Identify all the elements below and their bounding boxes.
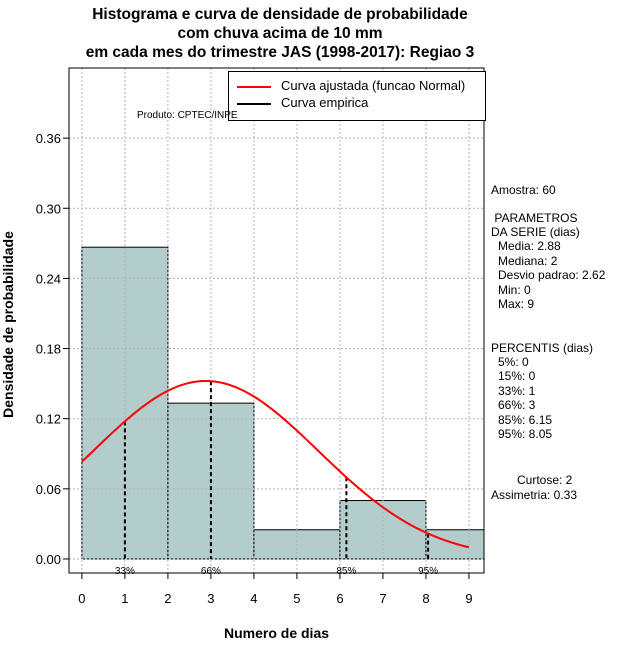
plot-frame	[68, 67, 485, 574]
stat-p5: 5%: 0	[498, 355, 529, 369]
x-tick-label-8: 8	[422, 591, 429, 606]
params-title-1: PARAMETROS	[491, 211, 578, 225]
x-tick-label-4: 4	[250, 591, 257, 606]
legend: Curva ajustada (funcao Normal) Curva emp…	[228, 71, 486, 121]
legend-fitted-label: Curva ajustada (funcao Normal)	[281, 78, 466, 93]
stat-p85: 85%: 6.15	[498, 413, 553, 427]
x-tick-label-1: 1	[121, 591, 128, 606]
x-tick-label-3: 3	[207, 591, 214, 606]
stat-p15: 15%: 0	[498, 369, 536, 383]
stat-sd: Desvio padrao: 2.62	[498, 268, 606, 282]
x-axis-title: Numero de dias	[224, 625, 329, 641]
stat-p95: 95%: 8.05	[498, 427, 553, 441]
percentis-title: PERCENTIS (dias)	[491, 341, 594, 355]
y-axis-title: Densidade de probabilidade	[0, 231, 16, 418]
stat-skewness: Assimetria: 0.33	[491, 488, 578, 502]
x-tick-label-6: 6	[336, 591, 343, 606]
sample-size: Amostra: 60	[491, 183, 556, 197]
chart-title-line-2: com chuva acima de 10 mm	[177, 25, 383, 42]
x-tick-label-0: 0	[78, 591, 85, 606]
chart-title-line-1: Histograma e curva de densidade de proba…	[92, 6, 468, 23]
stat-max: Max: 9	[498, 297, 535, 311]
stat-mean: Media: 2.88	[498, 239, 561, 253]
y-tick-label-6: 0.36	[36, 131, 61, 146]
chart-title-line-3: em cada mes do trimestre JAS (1998-2017)…	[85, 44, 475, 61]
percentile-label-0: 33%	[115, 566, 135, 577]
stat-min: Min: 0	[498, 283, 531, 297]
y-tick-label-5: 0.30	[36, 201, 61, 216]
stat-p33: 33%: 1	[498, 384, 536, 398]
stat-p66: 66%: 3	[498, 398, 536, 412]
percentile-label-2: 85%	[336, 566, 356, 577]
x-tick-label-2: 2	[164, 591, 171, 606]
percentile-label-3: 95%	[418, 566, 438, 577]
legend-empirical-label: Curva empirica	[281, 95, 369, 110]
y-tick-label-4: 0.24	[36, 271, 61, 286]
x-tick-label-7: 7	[379, 591, 386, 606]
y-tick-label-2: 0.12	[36, 412, 61, 427]
y-tick-label-3: 0.18	[36, 342, 61, 357]
normal-fit-curve	[81, 379, 470, 549]
x-tick-label-5: 5	[293, 591, 300, 606]
y-tick-label-0: 0.00	[36, 552, 61, 567]
stat-kurtosis: Curtose: 2	[517, 473, 573, 487]
y-tick-label-1: 0.06	[36, 482, 61, 497]
percentile-label-1: 66%	[201, 566, 221, 577]
credit-label: Produto: CPTEC/INPE	[137, 110, 238, 121]
x-tick-label-9: 9	[465, 591, 472, 606]
stat-median: Mediana: 2	[498, 254, 558, 268]
params-title-2: DA SERIE (dias)	[491, 225, 580, 239]
